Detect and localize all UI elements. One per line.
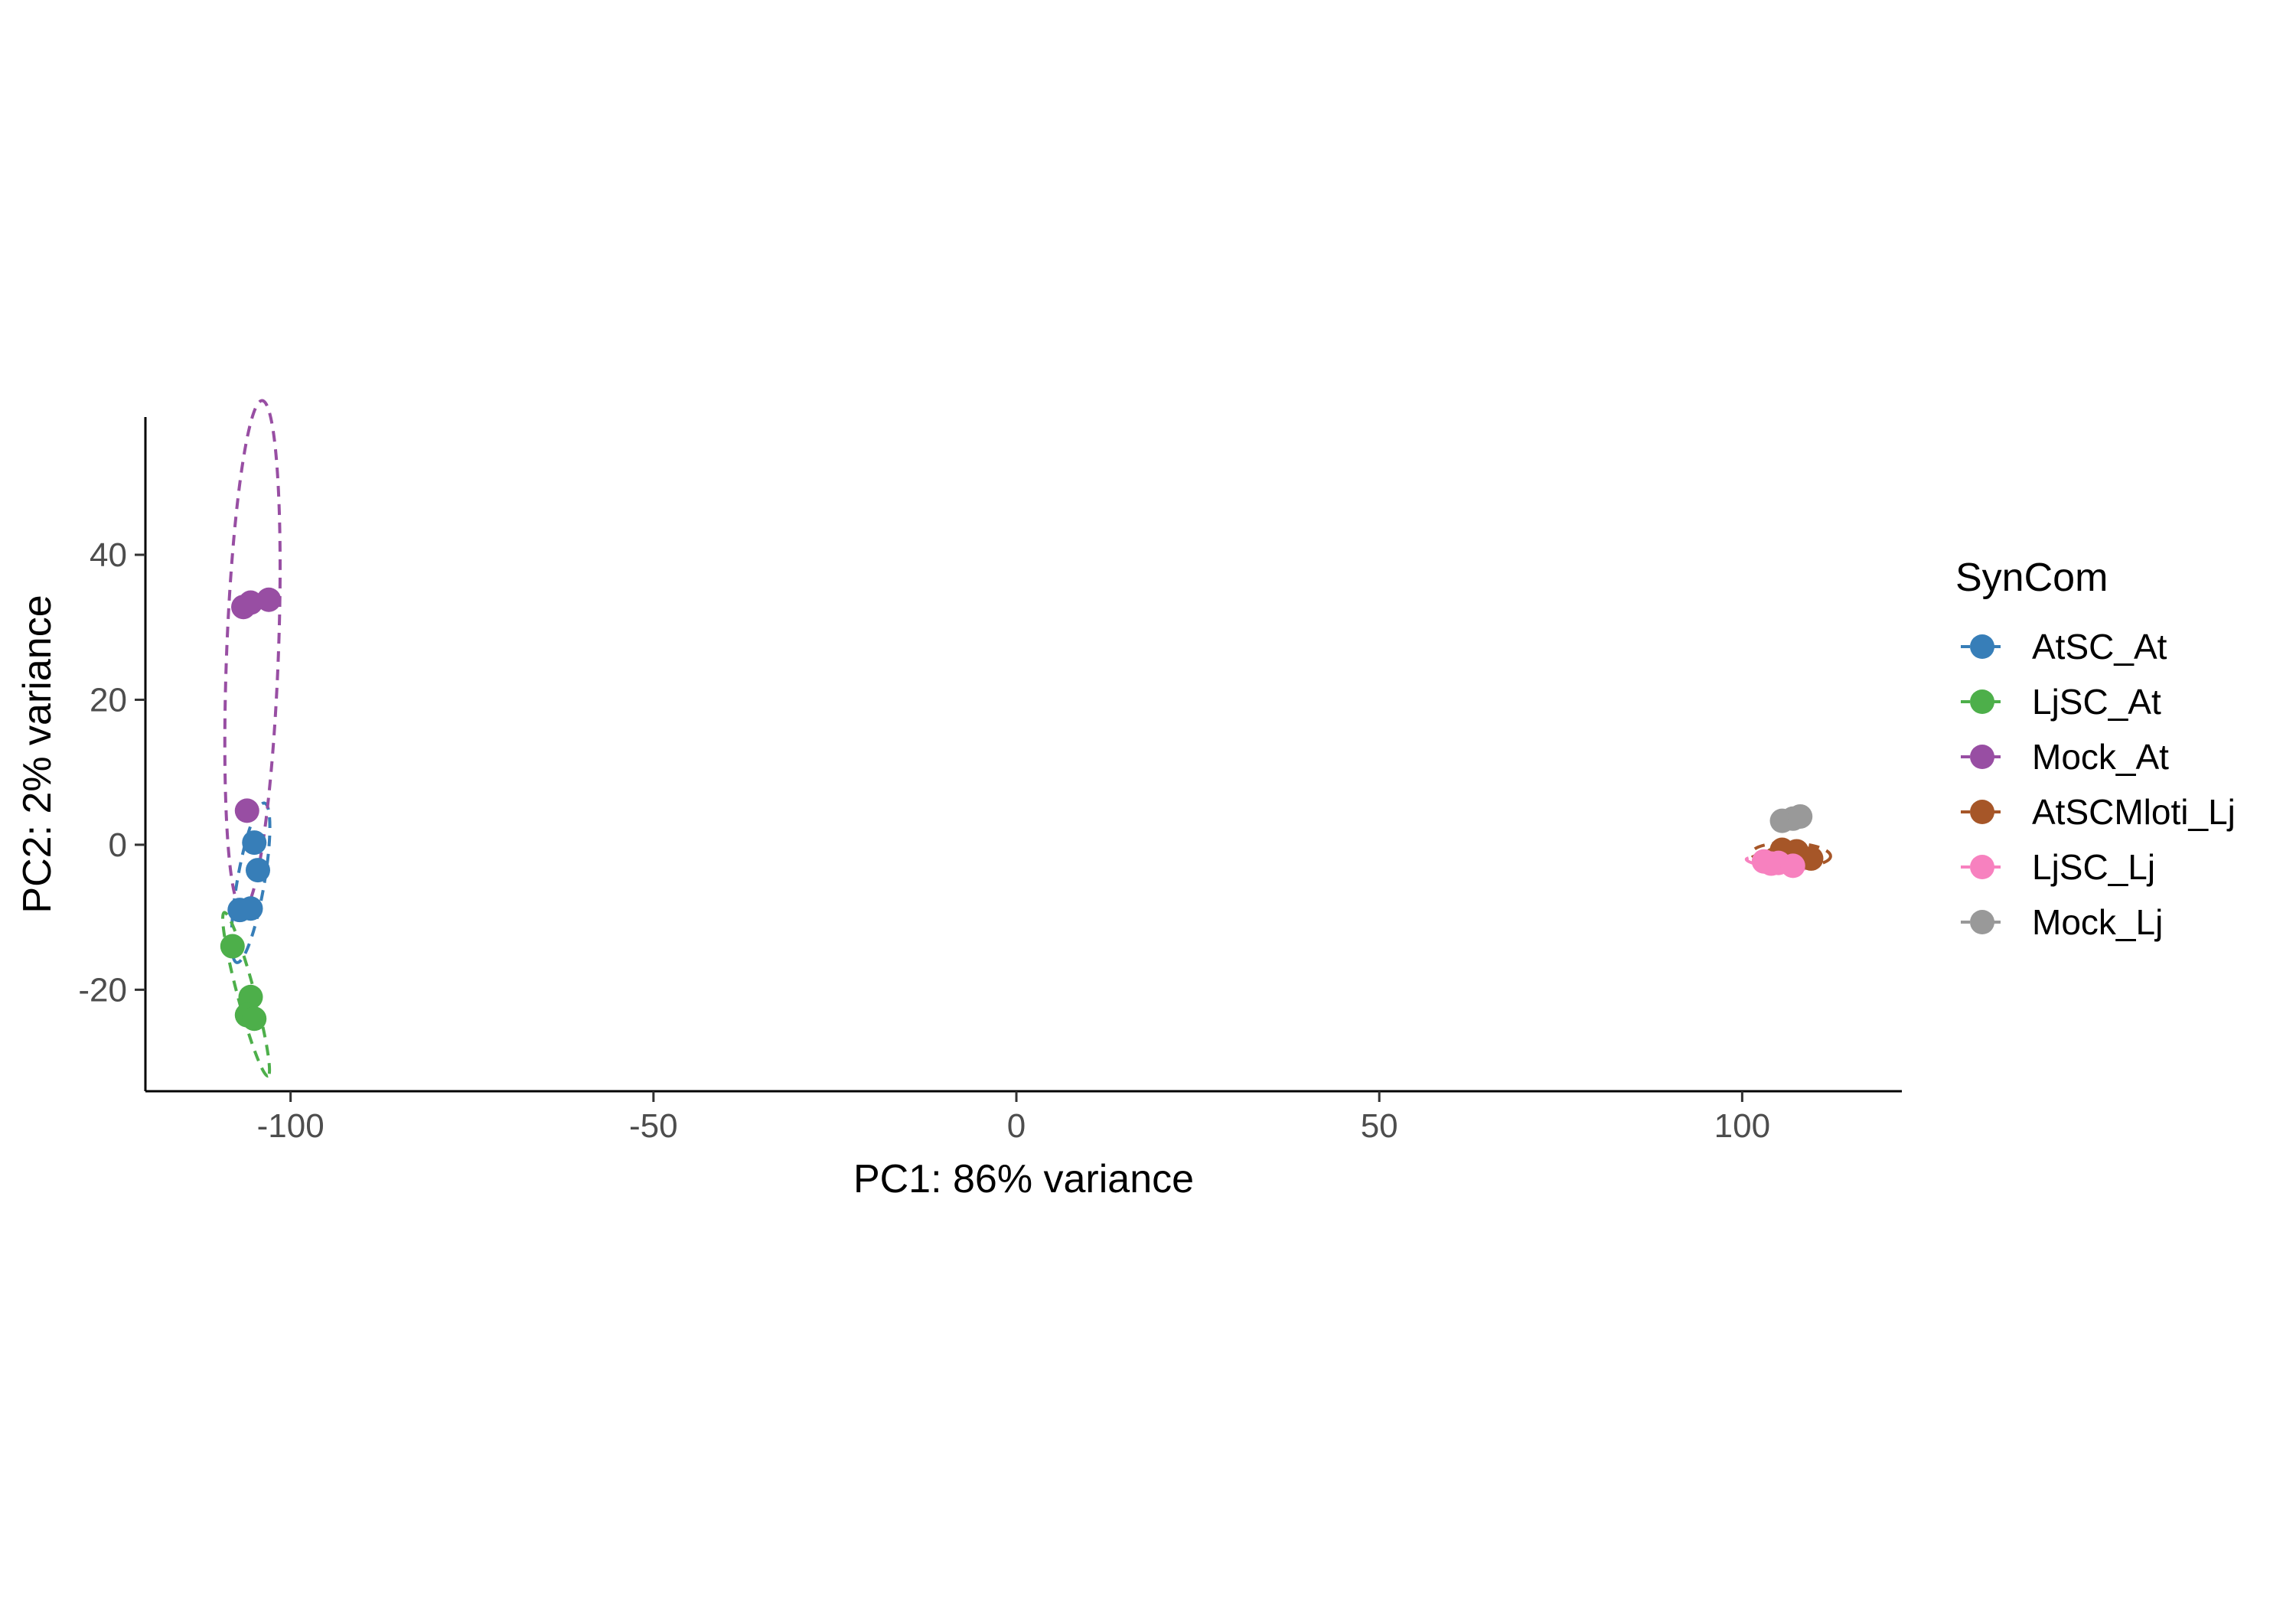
legend-label: Mock_At	[2032, 737, 2169, 777]
legend-item: LjSC_At	[1961, 682, 2161, 722]
legend: SynCom AtSC_At LjSC_At Mock_At AtSCMloti_Lj…	[1955, 556, 2236, 942]
x-axis-ticks: -100 -50 0 50 100	[257, 1091, 1770, 1145]
x-tick-label: 100	[1714, 1107, 1770, 1145]
data-point	[242, 830, 267, 856]
data-point	[238, 896, 263, 921]
legend-label: AtSCMloti_Lj	[2032, 792, 2236, 832]
x-axis-title: PC1: 86% variance	[853, 1157, 1194, 1201]
confidence-ellipses	[221, 399, 1832, 1078]
x-tick-label: -50	[629, 1107, 678, 1145]
legend-key-point	[1970, 855, 1994, 879]
data-point	[256, 587, 282, 612]
legend-item: Mock_Lj	[1961, 902, 2163, 942]
legend-key-point	[1970, 634, 1994, 659]
legend-label: LjSC_At	[2032, 682, 2161, 722]
data-point	[245, 858, 270, 883]
legend-item: Mock_At	[1961, 737, 2169, 777]
legend-item: AtSCMloti_Lj	[1961, 792, 2236, 832]
legend-label: LjSC_Lj	[2032, 847, 2155, 887]
data-point	[238, 984, 263, 1009]
x-tick-label: -100	[257, 1107, 325, 1145]
legend-title: SynCom	[1955, 556, 2108, 600]
y-tick-label: 40	[90, 536, 127, 574]
y-tick-label: 20	[90, 681, 127, 719]
x-tick-label: 50	[1361, 1107, 1398, 1145]
legend-key-point	[1970, 800, 1994, 824]
confidence-ellipse	[230, 801, 272, 964]
data-point	[1788, 804, 1813, 829]
data-point	[1780, 853, 1805, 878]
legend-key-point	[1970, 745, 1994, 769]
legend-key-point	[1970, 689, 1994, 714]
data-point	[220, 934, 245, 959]
data-points	[220, 587, 1824, 1032]
x-tick-label: 0	[1007, 1107, 1026, 1145]
y-tick-label: 0	[109, 826, 127, 864]
legend-label: AtSC_At	[2032, 627, 2167, 667]
legend-key-point	[1970, 910, 1994, 934]
y-tick-label: -20	[78, 971, 127, 1009]
legend-label: Mock_Lj	[2032, 902, 2163, 942]
data-point	[238, 590, 263, 615]
legend-items: AtSC_At LjSC_At Mock_At AtSCMloti_Lj LjSC_Lj…	[1961, 627, 2236, 942]
legend-item: LjSC_Lj	[1961, 847, 2155, 887]
data-point	[242, 1006, 267, 1032]
y-axis-title: PC2: 2% variance	[15, 595, 60, 913]
y-axis-ticks: -20 0 20 40	[78, 536, 145, 1009]
data-point	[234, 798, 259, 823]
legend-item: AtSC_At	[1961, 627, 2167, 667]
